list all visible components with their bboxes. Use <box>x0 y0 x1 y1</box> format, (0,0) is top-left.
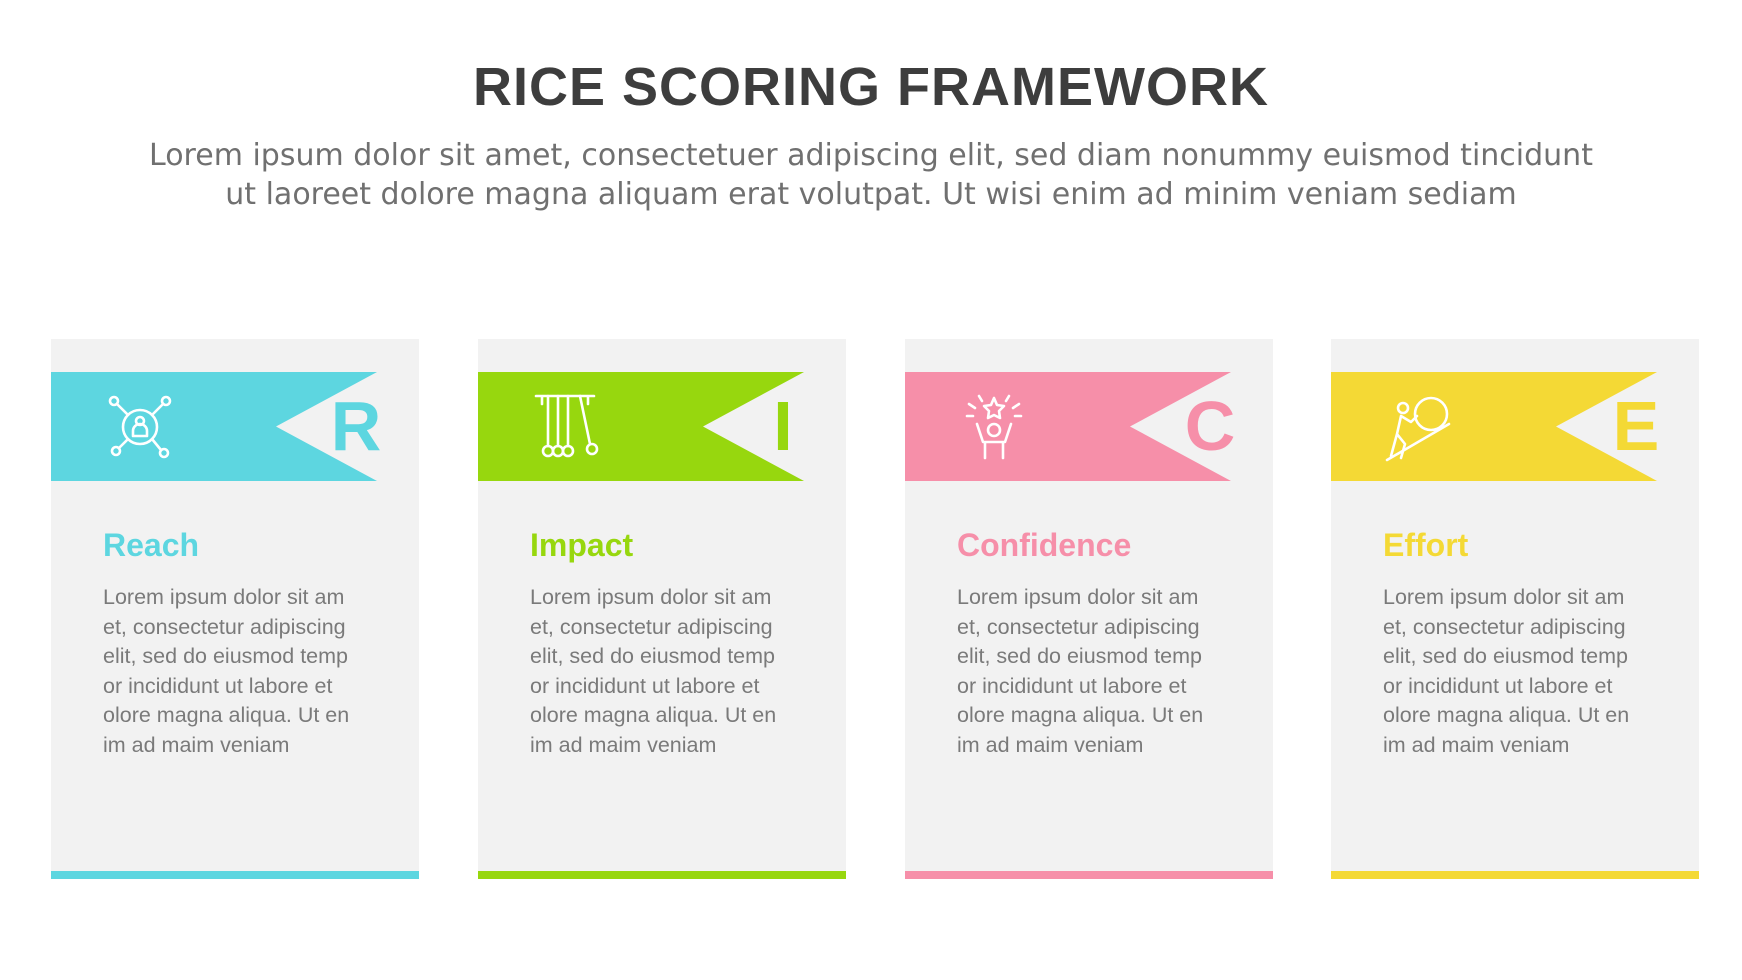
network-person-icon <box>108 395 172 459</box>
page-title: RICE SCORING FRAMEWORK <box>473 57 1269 117</box>
card-reach: R Reach Lorem ipsum dolor sit am et, con… <box>51 339 419 879</box>
card-effort: E Effort Lorem ipsum dolor sit am et, co… <box>1331 339 1699 879</box>
subtitle-line-2: ut laoreet dolore magna aliquam erat vol… <box>225 177 1517 212</box>
accent-bar <box>905 871 1273 879</box>
card-confidence: C Confidence Lorem ipsum dolor sit am et… <box>905 339 1273 879</box>
card-impact: I Impact Lorem ipsum dolor sit am et, co… <box>478 339 846 879</box>
ribbon-banner <box>1331 372 1657 481</box>
card-body: Lorem ipsum dolor sit am et, consectetur… <box>957 585 1204 757</box>
card-heading: Confidence <box>957 527 1132 563</box>
ribbon-banner <box>478 372 804 481</box>
subtitle-line-1: Lorem ipsum dolor sit amet, consectetuer… <box>149 138 1593 173</box>
card-heading: Effort <box>1383 527 1469 563</box>
person-star-icon <box>965 394 1023 460</box>
ribbon-banner <box>51 372 377 481</box>
ribbon-shape <box>478 372 804 481</box>
accent-bar <box>1331 871 1699 879</box>
ribbon-shape <box>51 372 377 481</box>
rice-letter: C <box>1184 387 1236 465</box>
card-body: Lorem ipsum dolor sit am et, consectetur… <box>530 585 777 757</box>
ribbon-banner <box>905 372 1231 481</box>
card-body: Lorem ipsum dolor sit am et, consectetur… <box>103 585 350 757</box>
card-heading: Impact <box>530 527 634 563</box>
rice-letter: E <box>1612 387 1660 465</box>
card-heading: Reach <box>103 527 200 563</box>
accent-bar <box>478 871 846 879</box>
ribbon-shape <box>905 372 1231 481</box>
rice-letter: I <box>773 387 793 465</box>
accent-bar <box>51 871 419 879</box>
rice-letter: R <box>330 387 382 465</box>
ribbon-shape <box>1331 372 1657 481</box>
person-pushing-boulder-icon <box>1385 396 1451 462</box>
newtons-cradle-icon <box>534 394 599 458</box>
card-body: Lorem ipsum dolor sit am et, consectetur… <box>1383 585 1630 757</box>
page-subtitle: Lorem ipsum dolor sit amet, consectetuer… <box>100 136 1642 214</box>
